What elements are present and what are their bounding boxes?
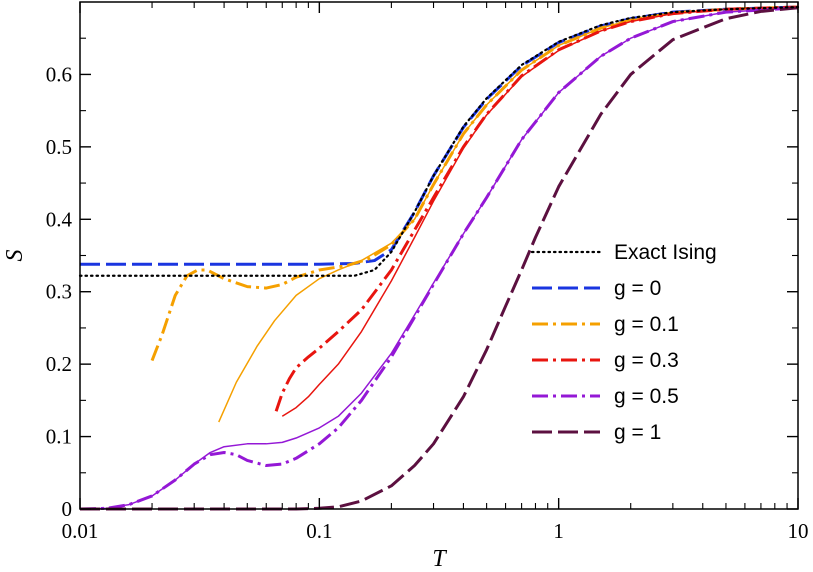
series-line-g-0-1-thin xyxy=(218,6,799,423)
series-line-g-0-1 xyxy=(150,5,799,362)
y-tick-label: 0.4 xyxy=(46,207,73,231)
legend-label: g = 1 xyxy=(614,421,661,444)
series-layer xyxy=(78,5,800,511)
legend: Exact Ising g = 0 g = 0.1 g = 0.3 g = 0.5 g =… xyxy=(530,241,717,444)
x-axis-label: T xyxy=(432,546,447,572)
x-tick-label: 1 xyxy=(553,519,564,543)
legend-label: g = 0 xyxy=(614,277,661,300)
series-line-g-0-3-thin xyxy=(281,6,799,417)
series-line-g-0-3 xyxy=(274,5,799,412)
x-tick-label: 0.01 xyxy=(62,519,99,543)
series-line-g-1 xyxy=(80,6,799,511)
axis-ticks xyxy=(79,2,799,510)
series-line-g-0 xyxy=(80,5,799,266)
x-tick-label: 10 xyxy=(788,519,809,543)
y-tick-label: 0.3 xyxy=(46,280,72,304)
y-axis-label: S xyxy=(2,250,28,262)
legend-label: g = 0.5 xyxy=(614,385,679,408)
y-tick-label: 0.5 xyxy=(46,135,72,159)
axis-tick-labels: 0.01 0.1 1 10 0 0.1 0.2 0.3 0.4 0.5 0.6 xyxy=(46,62,809,543)
series-line-g-0-5 xyxy=(79,6,799,511)
y-tick-label: 0.2 xyxy=(46,352,72,376)
y-tick-label: 0.6 xyxy=(46,62,72,86)
legend-label: Exact Ising xyxy=(614,241,717,264)
y-tick-label: 0 xyxy=(62,497,73,521)
y-tick-label: 0.1 xyxy=(46,425,72,449)
legend-label: g = 0.1 xyxy=(614,313,679,336)
series-line-g-0-5-thin xyxy=(79,7,799,510)
series-line-exact-ising xyxy=(78,5,800,277)
x-tick-label: 0.1 xyxy=(306,519,332,543)
legend-label: g = 0.3 xyxy=(614,349,679,372)
